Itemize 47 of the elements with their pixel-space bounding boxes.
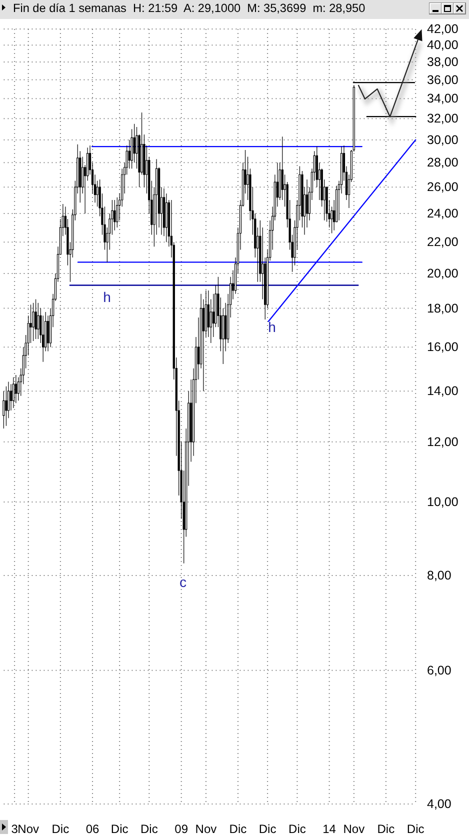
- chart-title: Fin de día 1 semanas H: 21:59 A: 29,1000 M: 35,3699 m: 28,950: [13, 1, 366, 15]
- y-tick-label: 4,00: [427, 797, 452, 811]
- y-tick-label: 8,00: [427, 568, 452, 583]
- y-tick-label: 16,00: [427, 340, 458, 354]
- candlestick: [116, 197, 118, 228]
- y-tick-label: 6,00: [427, 663, 452, 678]
- y-tick-label: 38,00: [427, 54, 458, 69]
- candlestick: [114, 200, 116, 231]
- annotation: h: [268, 318, 276, 335]
- y-tick-label: 26,00: [427, 180, 458, 194]
- y-tick-label: 12,00: [427, 434, 458, 449]
- x-tick-label: Dic: [288, 822, 306, 836]
- x-tick-label: Dic: [377, 822, 395, 836]
- x-tick-label: Nov: [18, 822, 40, 836]
- x-tick-label: Dic: [406, 822, 424, 836]
- annotation: c: [180, 574, 186, 590]
- x-tick-label: Dic: [52, 822, 70, 836]
- x-tick-label: Dic: [229, 822, 247, 836]
- candlestick: [32, 302, 34, 342]
- x-tick-label: Dic: [110, 822, 128, 836]
- candlestick: [2, 390, 5, 429]
- x-tick-label: Dic: [258, 822, 276, 836]
- x-tick-label: 14: [322, 822, 336, 836]
- y-tick-label: 34,00: [427, 92, 458, 106]
- y-tick-label: 10,00: [427, 494, 458, 509]
- y-tick-label: 30,00: [427, 132, 458, 147]
- y-tick-label: 18,00: [427, 301, 458, 316]
- candlestick: [12, 376, 14, 408]
- candlestick: [37, 302, 40, 340]
- y-tick-label: 20,00: [427, 266, 458, 281]
- x-tick-label: 3: [11, 822, 18, 836]
- candlestick: [34, 298, 37, 340]
- y-tick-label: 14,00: [427, 384, 458, 398]
- y-tick-label: 22,00: [427, 235, 458, 250]
- y-tick-label: 40,00: [427, 38, 458, 52]
- annotation: h: [103, 288, 111, 305]
- y-tick-label: 24,00: [427, 206, 458, 220]
- y-tick-label: 32,00: [427, 112, 458, 126]
- x-tick-label: Nov: [343, 822, 365, 836]
- x-tick-label: 06: [86, 822, 100, 836]
- x-tick-label: 09: [174, 822, 188, 836]
- x-tick-label: Nov: [195, 822, 217, 836]
- y-tick-label: 28,00: [427, 156, 458, 170]
- x-tick-label: Dic: [140, 822, 158, 836]
- candlestick: [5, 386, 8, 426]
- y-tick-label: 36,00: [427, 72, 458, 87]
- y-tick-label: 42,00: [427, 22, 458, 36]
